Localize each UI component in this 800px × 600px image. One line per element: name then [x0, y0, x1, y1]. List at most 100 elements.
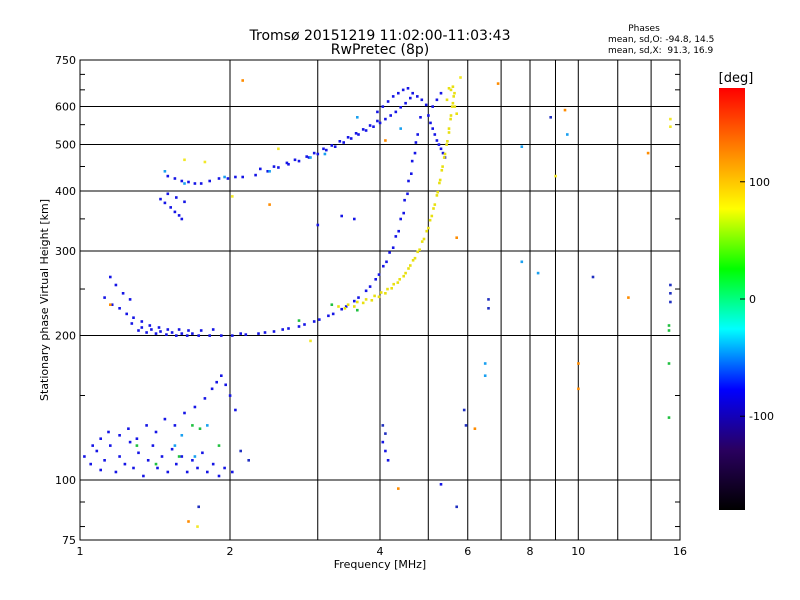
data-point — [208, 179, 211, 183]
data-point — [160, 455, 164, 458]
data-point — [399, 127, 402, 130]
data-point — [228, 394, 232, 397]
data-point — [272, 165, 276, 168]
data-point — [146, 459, 150, 462]
data-point — [234, 175, 237, 179]
data-point — [203, 160, 207, 164]
data-point — [175, 334, 178, 337]
data-series — [83, 87, 447, 486]
colorbar-tick-label: 100 — [749, 176, 770, 189]
data-point — [439, 483, 443, 486]
data-point — [285, 161, 289, 165]
data-series — [135, 303, 671, 466]
colorbar-tick-label: -100 — [749, 410, 774, 423]
data-point — [169, 206, 172, 209]
data-point — [413, 151, 417, 155]
data-point — [361, 128, 365, 131]
data-point — [416, 95, 419, 98]
data-point — [114, 470, 118, 474]
data-point — [220, 334, 223, 337]
data-point — [330, 303, 334, 306]
data-point — [197, 334, 200, 337]
data-point — [257, 332, 260, 335]
data-point — [378, 121, 382, 125]
data-point — [353, 305, 356, 308]
data-point — [447, 127, 451, 130]
data-point — [277, 147, 280, 151]
data-point — [175, 462, 178, 466]
data-point — [297, 325, 301, 328]
data-point — [577, 387, 580, 391]
data-point — [327, 314, 330, 318]
data-point — [368, 124, 372, 127]
data-point — [356, 308, 359, 312]
data-point — [419, 116, 422, 119]
data-point — [346, 303, 350, 306]
data-point — [333, 145, 337, 148]
data-point — [392, 282, 395, 286]
data-point — [187, 520, 190, 523]
data-point — [145, 424, 148, 427]
data-point — [110, 303, 114, 306]
data-point — [316, 223, 320, 227]
data-point — [420, 98, 424, 102]
data-point — [379, 291, 383, 294]
data-point — [231, 334, 234, 337]
data-point — [154, 332, 158, 335]
data-point — [396, 281, 400, 284]
data-point — [223, 466, 226, 470]
data-point — [443, 152, 447, 156]
data-point — [187, 180, 190, 184]
data-point — [239, 332, 242, 335]
data-point — [435, 139, 439, 142]
data-point — [384, 292, 387, 295]
data-point — [372, 125, 375, 128]
data-point — [386, 287, 389, 291]
data-point — [281, 328, 284, 331]
data-point — [163, 417, 167, 421]
data-point — [206, 470, 209, 474]
data-point — [549, 116, 552, 119]
data-point — [330, 144, 334, 147]
data-point — [399, 217, 402, 221]
data-point — [390, 287, 393, 290]
plot-area: 1 2 4 6 8 10 16 75 100 200 300 400 500 600 750 — [55, 54, 687, 558]
data-point — [118, 307, 121, 310]
data-point — [180, 332, 184, 335]
data-point — [669, 125, 672, 128]
colorbar-tick-label: 0 — [749, 293, 756, 306]
data-point — [307, 156, 311, 159]
data-point — [429, 121, 432, 125]
data-point — [109, 303, 112, 306]
data-point — [452, 95, 455, 98]
data-point — [455, 505, 458, 509]
x-tick-label: 1 — [77, 545, 84, 558]
data-point — [224, 383, 227, 387]
data-point — [196, 466, 199, 470]
data-point — [356, 116, 359, 119]
data-point — [125, 312, 128, 316]
data-point — [357, 133, 360, 136]
data-point — [197, 505, 200, 509]
data-point — [177, 214, 181, 217]
data-point — [135, 437, 139, 440]
y-tick-label: 500 — [55, 139, 76, 152]
data-point — [487, 307, 490, 310]
data-point — [414, 141, 418, 144]
data-point — [191, 459, 194, 462]
data-point — [157, 326, 161, 329]
data-point — [159, 330, 162, 333]
data-point — [447, 131, 451, 134]
data-point — [185, 470, 189, 474]
data-point — [198, 427, 202, 430]
data-point — [388, 251, 391, 254]
data-point — [231, 470, 234, 474]
y-tick-label: 200 — [55, 330, 76, 343]
data-point — [148, 324, 152, 327]
data-point — [217, 444, 221, 447]
data-point — [402, 274, 405, 278]
data-point — [451, 85, 455, 88]
data-point — [210, 387, 214, 391]
data-point — [118, 434, 121, 437]
data-point — [331, 312, 335, 316]
